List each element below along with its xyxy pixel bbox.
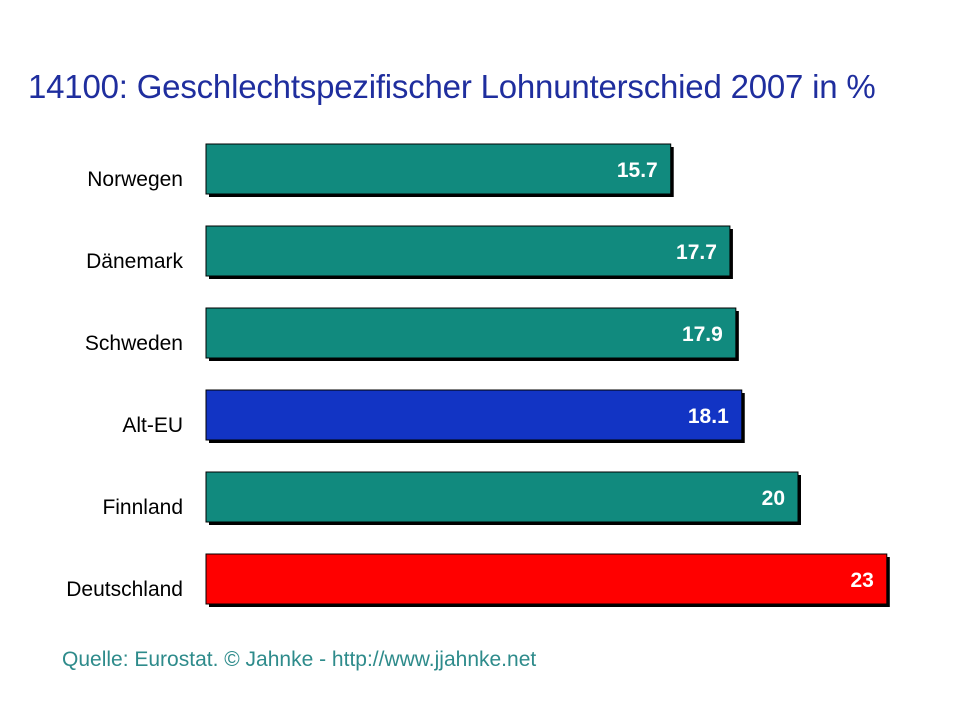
category-label-2: Schweden <box>85 332 183 355</box>
bar-2 <box>205 307 737 359</box>
value-label-5: 23 <box>850 569 873 592</box>
bar-4 <box>205 471 799 523</box>
bar-5 <box>205 553 888 605</box>
value-label-1: 17.7 <box>676 241 717 264</box>
bar-3 <box>205 389 743 441</box>
value-label-0: 15.7 <box>617 159 658 182</box>
chart-title: 14100: Geschlechtspezifischer Lohnunters… <box>28 68 876 105</box>
value-label-4: 20 <box>762 487 785 510</box>
category-label-1: Dänemark <box>86 250 183 273</box>
category-label-0: Norwegen <box>87 168 183 191</box>
bars-layer: Norwegen 15.7 Dänemark 17.7 Schweden 17.9 Alt-… <box>66 143 890 607</box>
category-label-5: Deutschland <box>66 578 183 601</box>
source-note: Quelle: Eurostat. © Jahnke - http://www.… <box>62 648 537 671</box>
category-label-4: Finnland <box>102 496 183 519</box>
value-label-2: 17.9 <box>682 323 723 346</box>
bar-1 <box>205 225 731 277</box>
category-label-3: Alt-EU <box>122 414 183 437</box>
value-label-3: 18.1 <box>688 405 729 428</box>
bar-0 <box>205 143 672 195</box>
